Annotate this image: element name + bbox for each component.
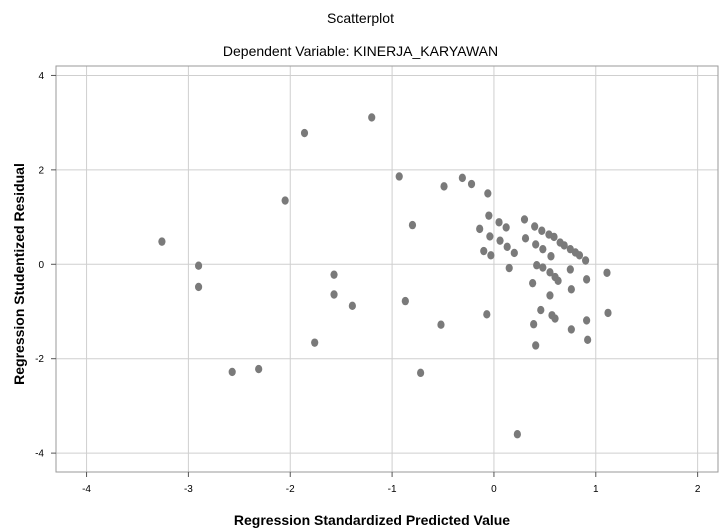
chart-title: Scatterplot [327, 10, 394, 26]
scatter-point [300, 128, 309, 138]
x-tick-label: 2 [695, 484, 701, 495]
scatter-point [158, 237, 166, 246]
scatter-point [583, 316, 591, 325]
scatter-point [484, 189, 492, 198]
scatter-point [194, 261, 203, 270]
scatter-point [505, 263, 513, 273]
scatter-point [401, 296, 409, 306]
scatter-point [330, 270, 338, 279]
x-tick-label: 1 [593, 484, 599, 495]
scatter-point [566, 265, 574, 274]
scatter-point [547, 252, 555, 261]
scatter-point [582, 256, 590, 265]
scatter-point [584, 335, 592, 345]
scatter-point [567, 325, 575, 334]
scatter-point [330, 290, 338, 299]
x-tick-label: -4 [82, 484, 91, 495]
scatter-point [368, 113, 376, 122]
scatter-point [487, 251, 495, 260]
scatter-point [533, 261, 541, 270]
x-axis-label: Regression Standardized Predicted Value [234, 512, 510, 528]
chart-subtitle: Dependent Variable: KINERJA_KARYAWAN [222, 43, 499, 59]
scatter-point [521, 234, 530, 243]
scatter-point [476, 224, 484, 234]
scatter-point [496, 236, 504, 245]
tick-labels: -4 -3 -2 -1 0 1 2 -4 -2 0 2 4 [35, 71, 701, 495]
scatter-point [583, 275, 591, 284]
scatter-point [480, 246, 488, 256]
y-axis-label: Regression Studentized Residual [11, 163, 27, 385]
y-tick-label: 2 [38, 165, 44, 176]
x-tick-label: -3 [184, 484, 193, 495]
scatter-point [531, 222, 539, 231]
scatter-point [483, 310, 491, 319]
scatter-point [311, 338, 319, 347]
scatter-point [437, 320, 445, 329]
y-tick-label: -4 [35, 449, 44, 460]
scatter-point [395, 172, 403, 181]
scatter-point [502, 223, 510, 232]
scatter-point [560, 241, 568, 250]
scatter-point [513, 430, 521, 439]
scatter-point [348, 301, 356, 311]
scatter-point [603, 268, 611, 277]
scatter-point [539, 263, 547, 272]
scatter-point [485, 211, 493, 220]
scatter-point [417, 368, 425, 378]
scatter-point [510, 248, 518, 258]
scatter-point [550, 232, 558, 242]
plot-area-frame [55, 65, 719, 473]
scatter-point [539, 244, 547, 254]
scatter-point [532, 240, 540, 249]
scatter-point [228, 367, 236, 377]
scatter-point [194, 282, 203, 292]
scatter-point [554, 276, 562, 286]
scatter-point [281, 196, 289, 205]
scatter-point [532, 341, 540, 350]
gridlines [56, 66, 718, 472]
scatter-point [546, 291, 554, 300]
data-points [158, 113, 612, 439]
scatter-point [551, 314, 559, 323]
scatter-point [537, 305, 545, 315]
scatter-point [408, 220, 417, 230]
scatter-point [467, 179, 476, 189]
scatter-point [255, 364, 263, 374]
scatter-point [486, 232, 494, 241]
x-tick-label: -2 [286, 484, 295, 495]
scatter-point [503, 242, 511, 252]
y-tick-label: -2 [35, 354, 44, 365]
scatter-point [495, 218, 503, 227]
scatter-point [440, 182, 448, 191]
scatter-point [604, 308, 612, 318]
scatter-point [567, 285, 575, 294]
scatter-point [529, 278, 537, 288]
scatter-point [520, 215, 529, 224]
y-tick-label: 0 [38, 260, 44, 271]
scatter-point [538, 226, 546, 235]
x-tick-label: -1 [388, 484, 397, 495]
y-tick-label: 4 [38, 71, 44, 82]
x-tick-label: 0 [491, 484, 497, 495]
scatter-point [458, 173, 466, 183]
scatter-point [575, 251, 584, 260]
scatter-point [546, 268, 554, 277]
scatter-point [530, 320, 538, 329]
